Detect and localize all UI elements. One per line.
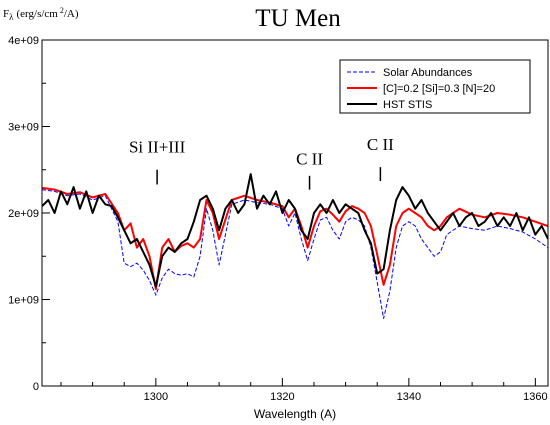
series-line-hst-stis: [42, 173, 548, 288]
y-axis-label-subscript: λ: [9, 12, 14, 22]
y-tick-label: 0: [33, 381, 39, 393]
x-tick-label: 1320: [270, 391, 294, 403]
y-tick-label: 3e+09: [8, 122, 39, 134]
series-line-solar-abundances: [42, 189, 548, 319]
x-tick-label: 1340: [397, 391, 421, 403]
y-axis-label-superscript: 2: [60, 6, 64, 15]
y-tick-label: 2e+09: [8, 208, 39, 220]
y-axis-label: Fλ (erg/s/cm 2/A): [3, 6, 79, 22]
y-axis-label-main: F: [3, 8, 9, 20]
y-tick-label: 1e+09: [8, 295, 39, 307]
x-axis-label: Wavelength (A): [254, 407, 336, 421]
line-id-label: C II: [296, 150, 323, 169]
x-tick-label: 1300: [144, 391, 168, 403]
legend-label-model: [C]=0.2 [Si]=0.3 [N]=20: [383, 83, 495, 95]
legend-label-solar: Solar Abundances: [383, 67, 473, 79]
y-axis-label-tail: /A): [64, 8, 79, 20]
chart-title: TU Men: [255, 5, 341, 32]
annotation-layer: Si II+III C II C II: [129, 135, 394, 190]
axis-layer: 1300 1320 1340 1360 0 1e+09 2e+09 3e+09 4e+09: [8, 35, 547, 403]
plot-frame: [41, 39, 549, 387]
line-id-label: Si II+III: [129, 137, 186, 156]
line-id-label: C II: [367, 135, 394, 154]
x-tick-label: 1360: [523, 391, 547, 403]
legend: Solar Abundances [C]=0.2 [Si]=0.3 [N]=20…: [339, 59, 531, 114]
series-line-model: [42, 186, 548, 291]
y-axis-label-unit: (erg/s/cm: [17, 8, 59, 20]
series-layer: [42, 173, 548, 319]
y-tick-label: 4e+09: [8, 35, 39, 47]
legend-label-hst: HST STIS: [383, 99, 432, 111]
